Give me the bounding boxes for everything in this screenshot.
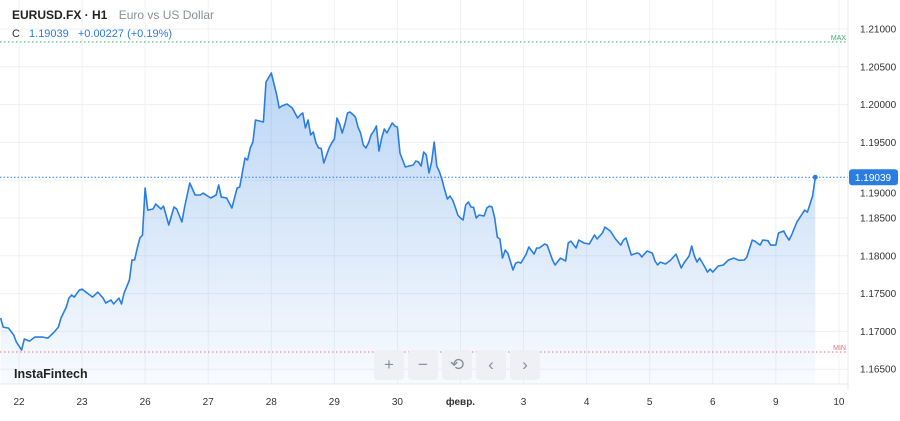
price-tick-label: 1.20000 [860, 100, 897, 111]
ohlc-readout: C 1.19039 +0.00227 (+0.19%) [12, 28, 178, 40]
chart-controls: + − ⟲ ‹ › [374, 350, 540, 380]
price-tick-label: 1.18000 [860, 251, 897, 262]
scroll-right-button[interactable]: › [510, 350, 540, 380]
time-tick-label: 10 [833, 397, 845, 408]
time-tick-label: 27 [203, 397, 215, 408]
time-tick-label: 29 [329, 397, 341, 408]
symbol-title: EURUSD.FX · H1 [12, 8, 108, 22]
max-label: MAX [831, 35, 847, 42]
instafintech-logo: InstaFintech [14, 367, 88, 381]
price-tick-label: 1.19000 [860, 188, 897, 199]
symbol-description: Euro vs US Dollar [118, 8, 215, 22]
last-price-dot [812, 174, 818, 180]
price-area-fill [0, 73, 816, 384]
zoom-out-icon: − [418, 355, 428, 374]
time-tick-label: 23 [77, 397, 89, 408]
time-axis[interactable]: 22 23 26 27 28 29 30 февр. 3 4 5 6 9 10 [13, 396, 844, 408]
time-tick-label: 5 [647, 397, 653, 408]
price-tick-label: 1.19500 [860, 138, 897, 149]
zoom-in-icon: + [384, 355, 394, 374]
zoom-out-button[interactable]: − [408, 350, 438, 380]
price-tick-label: 1.21000 [860, 25, 897, 36]
zoom-in-button[interactable]: + [374, 350, 404, 380]
time-tick-label: 28 [266, 397, 278, 408]
price-tick-label: 1.16500 [860, 365, 897, 376]
price-change: +0.00227 (+0.19%) [77, 28, 173, 40]
close-label: C [12, 28, 20, 40]
last-price-badge [849, 169, 898, 186]
scroll-left-button[interactable]: ‹ [476, 350, 506, 380]
time-tick-label: 30 [392, 397, 404, 408]
time-tick-label: 3 [521, 397, 527, 408]
time-tick-label: 22 [13, 397, 25, 408]
last-price-value: 1.19039 [855, 173, 892, 184]
price-tick-label: 1.17000 [860, 327, 897, 338]
price-tick-label: 1.18500 [860, 214, 897, 225]
scroll-right-icon: › [522, 355, 528, 374]
min-label: MIN [833, 345, 846, 352]
chart-header: EURUSD.FX · H1 Euro vs US Dollar [12, 8, 214, 22]
time-tick-label: 4 [584, 397, 590, 408]
reset-icon: ⟲ [449, 355, 465, 374]
reset-button[interactable]: ⟲ [442, 350, 472, 380]
time-tick-label: 6 [710, 397, 716, 408]
close-value: 1.19039 [29, 28, 69, 40]
time-tick-label: февр. [446, 396, 475, 408]
scroll-left-icon: ‹ [488, 355, 494, 374]
price-axis[interactable]: 1.21000 1.20500 1.20000 1.19500 1.19000 1.185… [860, 25, 897, 376]
price-tick-label: 1.17500 [860, 289, 897, 300]
time-tick-label: 9 [773, 397, 779, 408]
price-line [0, 72, 817, 351]
time-tick-label: 26 [140, 397, 152, 408]
price-tick-label: 1.20500 [860, 62, 897, 73]
